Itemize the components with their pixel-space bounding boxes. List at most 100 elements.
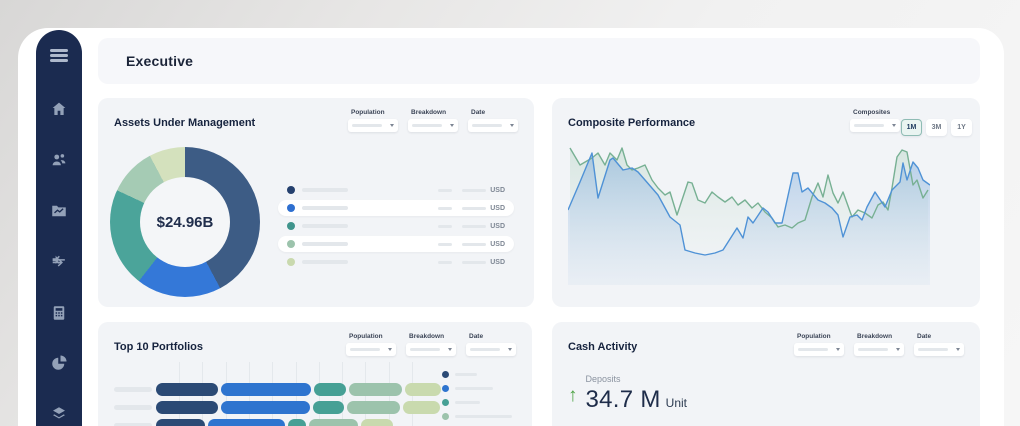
breakdown-filter-select[interactable] [406, 343, 456, 356]
chevron-down-icon [508, 348, 512, 351]
legend-value-placeholder [438, 188, 453, 192]
bar-segment [208, 419, 285, 426]
chevron-down-icon [448, 348, 452, 351]
deposits-value: 34.7 M [585, 386, 661, 413]
bar-segment [403, 401, 440, 414]
bar-segment [405, 383, 441, 396]
portfolios-legend-item [442, 382, 512, 394]
date-filter-label: Date [469, 333, 484, 340]
date-filter: Date [914, 333, 964, 356]
aum-legend-row[interactable]: USD [278, 236, 514, 252]
currency-label: USD [490, 258, 505, 266]
allocation-pie-icon[interactable] [47, 352, 71, 375]
chevron-down-icon [956, 348, 960, 351]
composites-filter-select[interactable] [850, 119, 900, 132]
population-filter: Population [346, 333, 396, 356]
legend-label-placeholder [455, 372, 477, 376]
legend-value-placeholder [438, 206, 453, 210]
portfolios-card-title: Top 10 Portfolios [114, 341, 204, 353]
legend-amount-placeholder [462, 242, 487, 246]
select-placeholder [798, 348, 828, 351]
composites-filter: Composites [850, 109, 900, 132]
legend-name-placeholder [302, 206, 348, 210]
transactions-icon[interactable] [47, 250, 71, 273]
legend-amount-placeholder [462, 260, 487, 264]
portfolios-filters: Population Breakdown Date [346, 333, 516, 356]
population-filter-label: Population [351, 109, 385, 116]
composite-filters: Composites [850, 109, 900, 132]
legend-amount-placeholder [462, 206, 487, 210]
population-filter-select[interactable] [348, 119, 398, 132]
date-filter-label: Date [471, 109, 486, 116]
portfolio-bar-row [114, 401, 440, 414]
bar-segment [314, 383, 346, 396]
date-filter-select[interactable] [914, 343, 964, 356]
aum-donut-chart: $24.96B [110, 147, 260, 297]
legend-name-placeholder [302, 260, 348, 264]
bar-segment [309, 419, 358, 426]
breakdown-filter-select[interactable] [408, 119, 458, 132]
date-filter-select[interactable] [468, 119, 518, 132]
population-filter-select[interactable] [794, 343, 844, 356]
legend-dot [287, 186, 295, 194]
series-blue-line [568, 152, 930, 256]
breakdown-filter-select[interactable] [854, 343, 904, 356]
portfolio-bar-row [114, 383, 441, 396]
population-filter-select[interactable] [346, 343, 396, 356]
legend-dot [442, 384, 449, 392]
range-3m-button[interactable]: 3M [926, 119, 947, 136]
chevron-down-icon [450, 124, 454, 127]
bar-segment [156, 419, 205, 426]
range-1m-button[interactable]: 1M [901, 119, 922, 136]
calculator-icon[interactable] [47, 301, 71, 324]
portfolios-legend [442, 368, 512, 426]
time-range-group: 1M 3M 1Y [901, 119, 972, 136]
home-icon[interactable] [47, 97, 71, 120]
bar-segment [361, 419, 393, 426]
date-filter-label: Date [917, 333, 932, 340]
bar-segment [288, 419, 306, 426]
portfolio-name-placeholder [114, 387, 152, 392]
portfolio-chart-icon[interactable] [47, 199, 71, 222]
clients-icon[interactable] [47, 148, 71, 171]
population-filter: Population [794, 333, 844, 356]
currency-label: USD [490, 204, 505, 212]
bar-segment [313, 401, 344, 414]
legend-label-placeholder [455, 386, 493, 390]
aum-legend-row[interactable]: USD [278, 182, 514, 198]
legend-dot [287, 204, 295, 212]
aum-filters: Population Breakdown Date [348, 109, 518, 132]
breakdown-filter-label: Breakdown [857, 333, 893, 340]
cash-card-title: Cash Activity [568, 341, 638, 353]
bar-segment [349, 383, 402, 396]
breakdown-filter-label: Breakdown [409, 333, 445, 340]
aum-legend-row[interactable]: USD [278, 218, 514, 234]
breakdown-filter: Breakdown [408, 109, 458, 132]
portfolios-legend-item [442, 368, 512, 380]
select-placeholder [854, 124, 884, 127]
portfolios-legend-item [442, 410, 512, 422]
select-placeholder [918, 348, 948, 351]
legend-value-placeholder [438, 224, 453, 228]
holdings-layers-icon[interactable] [47, 403, 71, 426]
aum-legend-row[interactable]: USD [278, 200, 514, 216]
deposits-unit: Unit [665, 396, 688, 410]
aum-card-title: Assets Under Management [114, 117, 256, 129]
page-title: Executive [126, 53, 194, 69]
legend-value-placeholder [438, 242, 453, 246]
legend-label-placeholder [455, 414, 512, 418]
population-filter-label: Population [797, 333, 831, 340]
chevron-down-icon [896, 348, 900, 351]
legend-amount-placeholder [462, 224, 487, 228]
chevron-down-icon [390, 124, 394, 127]
bar-segment [156, 383, 218, 396]
aum-legend-row[interactable]: USD [278, 254, 514, 270]
cash-activity-card: Cash Activity Population Breakdown Date ↑ … [552, 322, 980, 426]
chevron-down-icon [510, 124, 514, 127]
range-1y-button[interactable]: 1Y [951, 119, 972, 136]
series-green-line [569, 147, 929, 229]
hamburger-menu-icon[interactable] [47, 44, 71, 67]
legend-dot [442, 370, 449, 378]
population-filter: Population [348, 109, 398, 132]
date-filter-select[interactable] [466, 343, 516, 356]
